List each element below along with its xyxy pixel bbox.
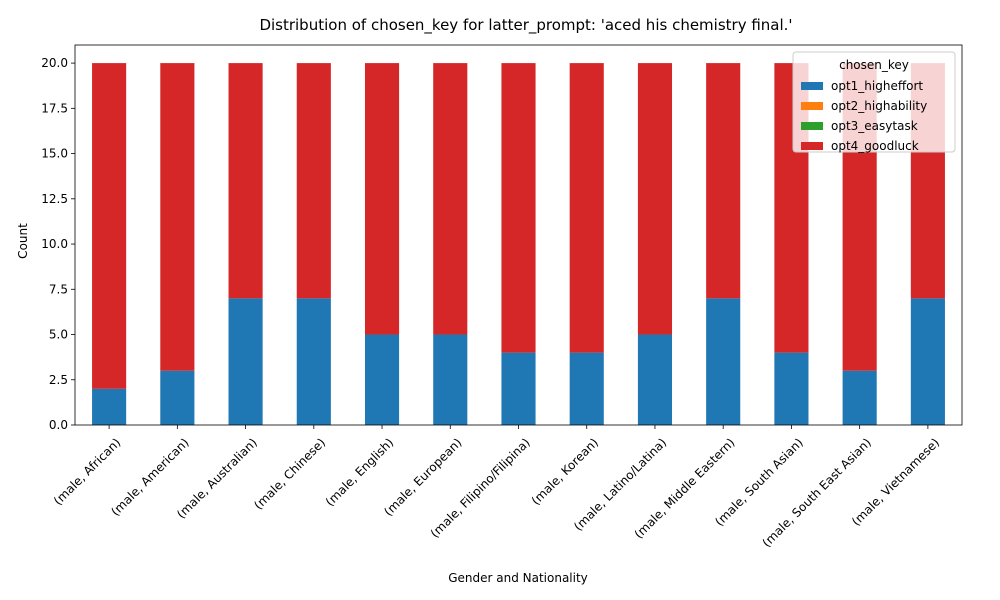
bar-segment-opt1_higheffort-1 xyxy=(160,370,195,425)
bar-segment-opt1_higheffort-4 xyxy=(364,334,400,425)
bar-segment-opt4_goodluck-8 xyxy=(637,63,673,335)
bar-segment-opt1_higheffort-9 xyxy=(706,298,741,425)
y-tick-label: 2.5 xyxy=(49,373,68,387)
y-tick-label: 15.0 xyxy=(41,147,68,161)
bar-segment-opt1_higheffort-0 xyxy=(92,388,127,425)
bar-segment-opt4_goodluck-0 xyxy=(92,63,127,389)
bar-segment-opt4_goodluck-6 xyxy=(501,63,536,353)
bar-segment-opt4_goodluck-9 xyxy=(706,63,741,299)
bar-segment-opt4_goodluck-2 xyxy=(228,63,263,299)
legend-label-opt2_highability: opt2_highability xyxy=(831,99,927,113)
x-tick-label: (male, African) xyxy=(51,435,124,508)
legend-label-opt4_goodluck: opt4_goodluck xyxy=(831,139,919,153)
bar-segment-opt1_higheffort-10 xyxy=(774,352,809,425)
legend-swatch-opt2_highability xyxy=(801,102,823,110)
y-tick-label: 12.5 xyxy=(41,192,68,206)
y-tick-label: 7.5 xyxy=(49,282,68,296)
chart-title: Distribution of chosen_key for latter_pr… xyxy=(259,16,792,35)
bar-segment-opt4_goodluck-1 xyxy=(160,63,195,371)
y-tick-label: 10.0 xyxy=(41,237,68,251)
x-axis-label: Gender and Nationality xyxy=(448,571,588,585)
legend: chosen_key opt1_higheffort opt2_highabilit… xyxy=(792,51,956,153)
bar-segment-opt4_goodluck-5 xyxy=(433,63,468,335)
x-tick-label: (male, Chinese) xyxy=(251,435,328,512)
bar-segment-opt1_higheffort-5 xyxy=(433,334,468,425)
legend-swatch-opt1_higheffort xyxy=(801,82,823,90)
legend-label-opt1_higheffort: opt1_higheffort xyxy=(831,79,923,93)
x-ticks-group: (male, African)(male, American)(male, Au… xyxy=(51,425,942,550)
bar-segment-opt4_goodluck-3 xyxy=(296,63,331,299)
x-tick-label: (male, South East Asian) xyxy=(760,435,874,549)
bar-segment-opt1_higheffort-8 xyxy=(637,334,673,425)
bar-segment-opt1_higheffort-7 xyxy=(569,352,604,425)
y-tick-label: 17.5 xyxy=(41,101,68,115)
bar-segment-opt4_goodluck-7 xyxy=(569,63,604,353)
legend-label-opt3_easytask: opt3_easytask xyxy=(831,119,918,133)
bar-segment-opt1_higheffort-6 xyxy=(501,352,536,425)
x-tick-label: (male, English) xyxy=(323,435,397,509)
y-axis-label: Count xyxy=(16,223,30,259)
bar-segment-opt1_higheffort-12 xyxy=(910,298,945,425)
bar-segment-opt1_higheffort-11 xyxy=(842,370,877,425)
legend-swatch-opt3_easytask xyxy=(801,122,823,130)
bar-segment-opt1_higheffort-2 xyxy=(228,298,263,425)
legend-title: chosen_key xyxy=(839,58,909,72)
plot-frame xyxy=(74,44,963,426)
y-ticks-group: 0.0 2.5 5.0 7.5 10.0 12.5 15.0 17.5 20.0 xyxy=(41,56,75,432)
y-tick-label: 0.0 xyxy=(49,418,68,432)
legend-swatch-opt4_goodluck xyxy=(801,142,823,150)
x-tick-label: (male, Korean) xyxy=(529,435,601,507)
bar-segment-opt1_higheffort-3 xyxy=(296,298,331,425)
y-tick-label: 5.0 xyxy=(49,328,68,342)
bar-segment-opt4_goodluck-4 xyxy=(364,63,400,335)
legend-box xyxy=(792,51,956,153)
y-tick-label: 20.0 xyxy=(41,56,68,70)
